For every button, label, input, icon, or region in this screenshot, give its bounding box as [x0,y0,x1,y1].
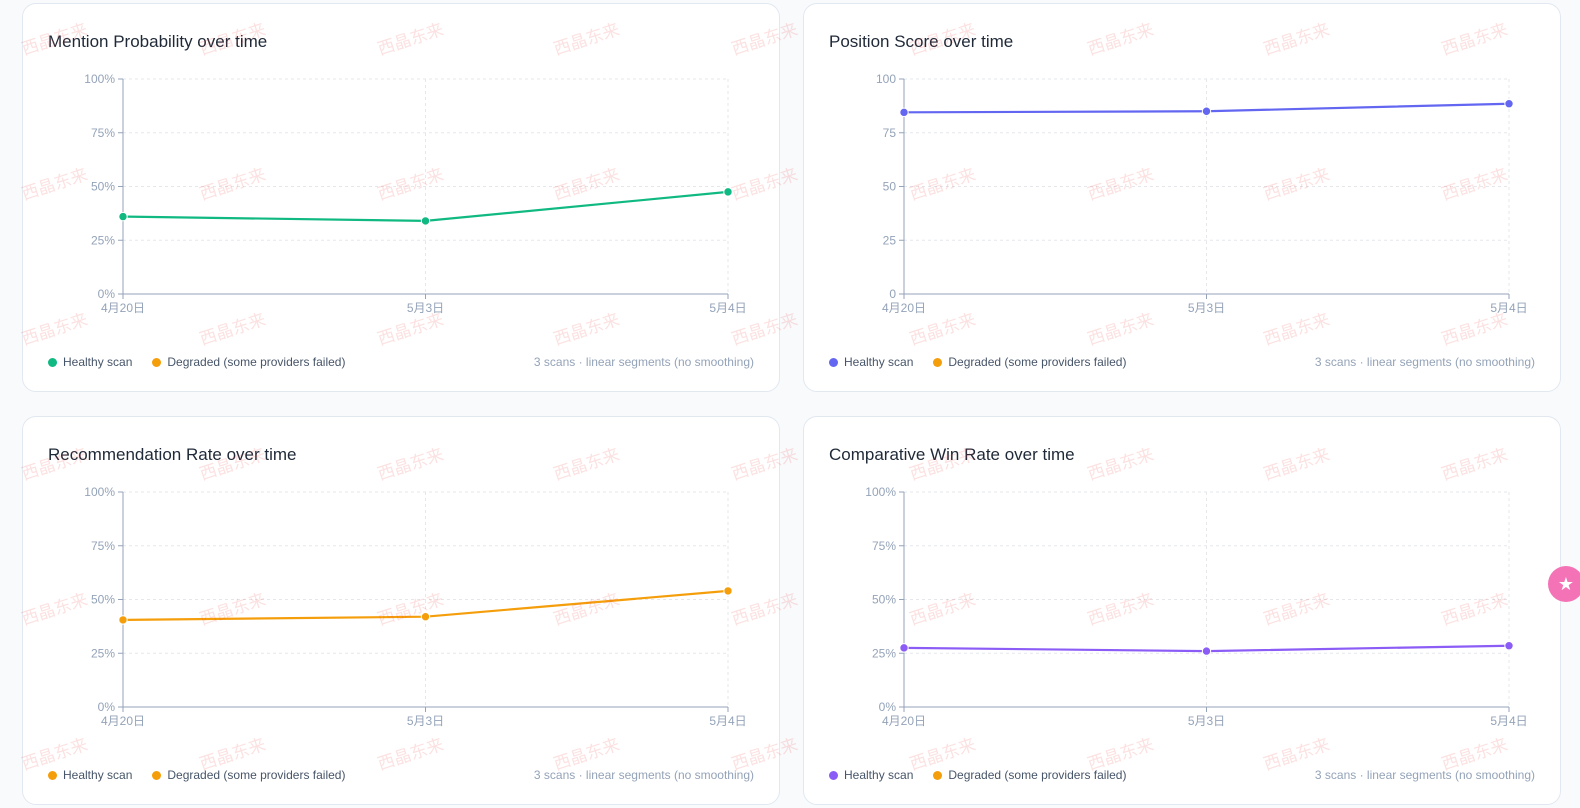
y-tick-label: 25 [883,233,897,247]
legend-dot-healthy [48,357,57,367]
legend-label-degraded: Degraded (some providers failed) [167,768,346,782]
y-tick-label: 100% [84,72,115,86]
data-point[interactable] [420,612,431,622]
data-point[interactable] [118,615,128,625]
y-tick-label: 0% [98,700,116,714]
legend-item-healthy: Healthy scan [48,768,132,782]
y-tick-label: 25% [91,646,115,660]
legend-item-degraded: Degraded (some providers failed) [933,355,1126,369]
chart-card-position-score: Position Score over time 0 25 50 75 100 4月20日… [803,3,1561,392]
legend-label-degraded: Degraded (some providers failed) [948,355,1127,369]
y-tick-label: 75% [872,539,896,553]
x-tick-label: 5月4日 [709,714,746,728]
y-tick-label: 50% [872,593,896,607]
chart-card-recommendation-rate: Recommendation Rate over time 0% 25% 50% 75… [22,416,780,805]
x-tick-label: 5月4日 [709,301,746,315]
legend-dot-degraded [152,770,162,780]
line-chart: 0% 25% 50% 75% 100% 4月20日 5月3日 5月4日 [84,72,746,315]
legend-dot-healthy [829,357,838,367]
y-tick-label: 0% [879,700,897,714]
legend-label-degraded: Degraded (some providers failed) [167,355,346,369]
x-tick-label: 5月4日 [1490,301,1527,315]
legend: Healthy scan Degraded (some providers fa… [48,355,365,369]
data-point[interactable] [118,211,128,222]
y-tick-label: 50 [883,180,897,194]
y-tick-label: 75 [883,126,897,140]
chart-card-mention-probability: Mention Probability over time 0% 25% 50% 75… [22,3,780,392]
legend-label-healthy: Healthy scan [844,355,914,369]
y-tick-label: 25% [872,646,896,660]
x-tick-label: 5月3日 [1188,301,1225,315]
legend-label-healthy: Healthy scan [63,768,133,782]
y-tick-label: 25% [91,233,115,247]
legend-label-healthy: Healthy scan [63,355,133,369]
legend-item-healthy: Healthy scan [829,768,913,782]
x-tick-label: 5月3日 [407,714,444,728]
data-point[interactable] [420,216,431,226]
x-tick-label: 4月20日 [101,301,145,315]
line-chart: 0% 25% 50% 75% 100% 4月20日 5月3日 5月4日 [865,485,1527,728]
chart-footnote: 3 scans · linear segments (no smoothing) [1314,768,1535,782]
data-point[interactable] [1504,99,1514,109]
legend: Healthy scan Degraded (some providers fa… [829,768,1146,782]
data-point[interactable] [1504,641,1514,651]
chart-title: Position Score over time [829,32,1014,51]
y-tick-label: 75% [91,126,115,140]
chart-title: Mention Probability over time [48,32,268,51]
y-tick-label: 50% [91,180,115,194]
x-tick-label: 5月4日 [1490,714,1527,728]
chart-card-comparative-win-rate: Comparative Win Rate over time 0% 25% 50% 7… [803,416,1561,805]
legend: Healthy scan Degraded (some providers fa… [829,355,1146,369]
y-tick-label: 0% [98,287,116,301]
chart-footnote: 3 scans · linear segments (no smoothing) [533,768,754,782]
data-point[interactable] [899,107,909,118]
floating-assistant-button[interactable]: ★ [1548,566,1580,602]
legend-dot-degraded [933,357,943,367]
y-tick-label: 100% [84,485,115,499]
line-chart: 0% 25% 50% 75% 100% 4月20日 5月3日 5月4日 [84,485,746,728]
chart-title: Recommendation Rate over time [48,445,297,464]
y-tick-label: 100% [865,485,896,499]
legend-item-degraded: Degraded (some providers failed) [152,768,345,782]
x-tick-label: 5月3日 [407,301,444,315]
y-tick-label: 100 [876,72,896,86]
legend-item-degraded: Degraded (some providers failed) [933,768,1126,782]
chart-title: Comparative Win Rate over time [829,445,1075,464]
legend-label-healthy: Healthy scan [844,768,914,782]
x-tick-label: 5月3日 [1188,714,1225,728]
legend-item-healthy: Healthy scan [48,355,132,369]
chart-footnote: 3 scans · linear segments (no smoothing) [533,355,754,369]
chart-footnote: 3 scans · linear segments (no smoothing) [1314,355,1535,369]
x-tick-label: 4月20日 [882,301,926,315]
y-tick-label: 0 [889,287,896,301]
y-tick-label: 75% [91,539,115,553]
data-point[interactable] [1201,106,1212,116]
legend-dot-healthy [48,770,57,780]
data-point[interactable] [899,643,909,653]
data-point[interactable] [723,187,733,197]
x-tick-label: 4月20日 [882,714,926,728]
line-chart: 0 25 50 75 100 4月20日 5月3日 5月4日 [876,72,1528,315]
legend-item-degraded: Degraded (some providers failed) [152,355,345,369]
data-point[interactable] [1201,646,1212,656]
legend-item-healthy: Healthy scan [829,355,913,369]
legend: Healthy scan Degraded (some providers fa… [48,768,365,782]
legend-dot-degraded [152,357,162,367]
x-tick-label: 4月20日 [101,714,145,728]
legend-dot-degraded [933,770,943,780]
legend-label-degraded: Degraded (some providers failed) [948,768,1127,782]
data-point[interactable] [723,586,733,596]
y-tick-label: 50% [91,593,115,607]
legend-dot-healthy [829,770,838,780]
star-badge-icon: ★ [1557,573,1575,594]
